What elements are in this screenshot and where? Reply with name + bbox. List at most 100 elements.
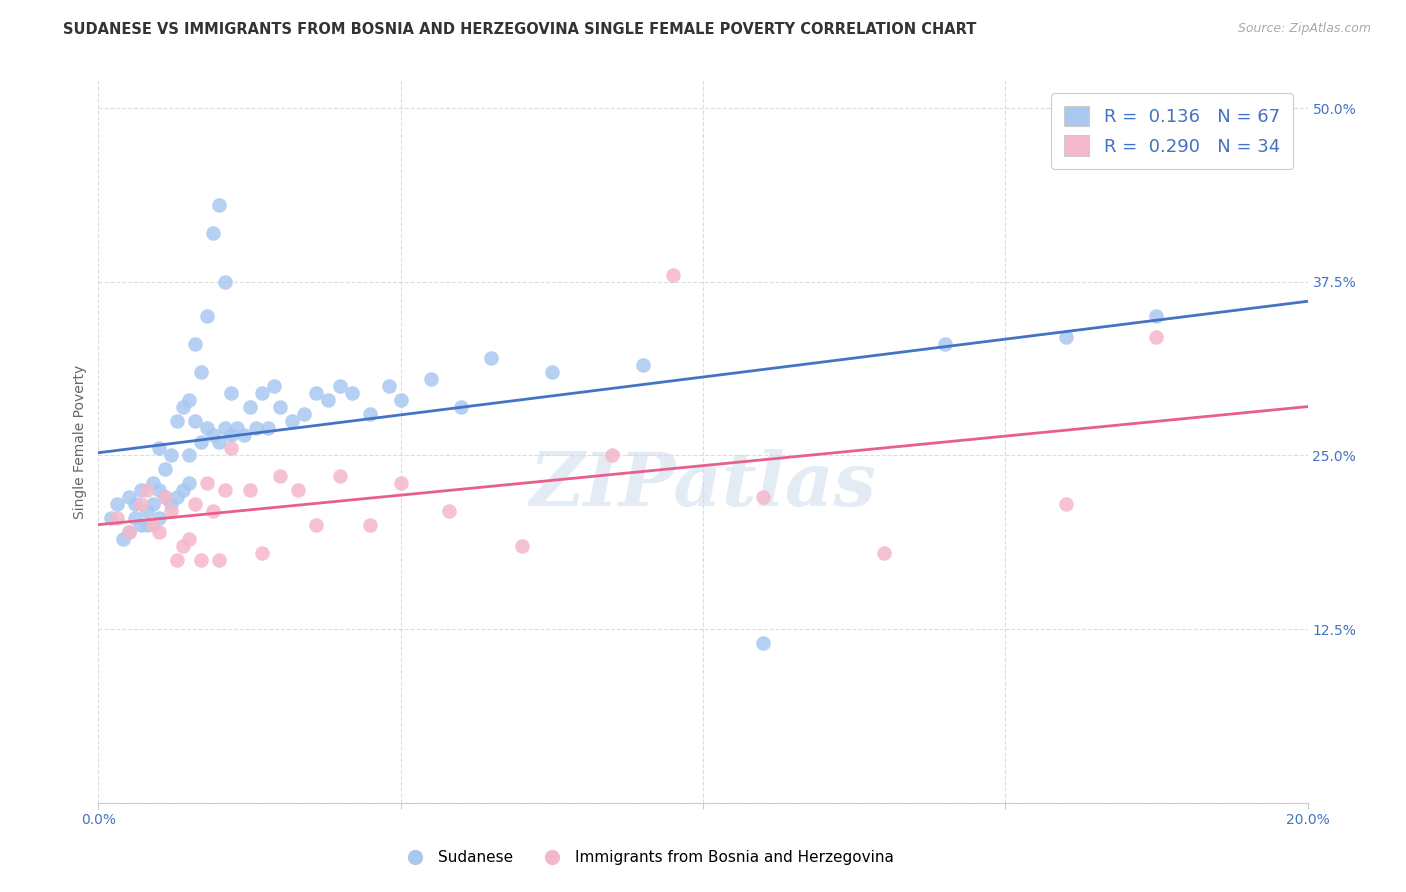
- Point: [166, 490, 188, 504]
- Point: [360, 407, 382, 421]
- Point: [118, 524, 141, 539]
- Point: [172, 400, 194, 414]
- Point: [239, 483, 262, 498]
- Point: [256, 420, 278, 434]
- Point: [148, 511, 170, 525]
- Point: [179, 532, 201, 546]
- Point: [1054, 330, 1077, 344]
- Point: [148, 442, 170, 456]
- Point: [245, 420, 267, 434]
- Point: [329, 379, 352, 393]
- Point: [135, 517, 157, 532]
- Point: [142, 517, 165, 532]
- Point: [752, 636, 775, 650]
- Point: [602, 449, 624, 463]
- Point: [226, 420, 249, 434]
- Point: [214, 275, 236, 289]
- Point: [305, 385, 328, 400]
- Point: [184, 414, 207, 428]
- Point: [202, 427, 225, 442]
- Point: [142, 476, 165, 491]
- Point: [105, 511, 128, 525]
- Point: [129, 497, 152, 511]
- Point: [179, 392, 201, 407]
- Text: SUDANESE VS IMMIGRANTS FROM BOSNIA AND HERZEGOVINA SINGLE FEMALE POVERTY CORRELA: SUDANESE VS IMMIGRANTS FROM BOSNIA AND H…: [63, 22, 977, 37]
- Point: [329, 469, 352, 483]
- Point: [190, 552, 212, 566]
- Point: [148, 524, 170, 539]
- Point: [342, 385, 364, 400]
- Point: [208, 552, 231, 566]
- Point: [1144, 310, 1167, 324]
- Point: [179, 476, 201, 491]
- Point: [190, 365, 212, 379]
- Point: [221, 385, 243, 400]
- Point: [105, 497, 128, 511]
- Point: [160, 504, 183, 518]
- Point: [166, 552, 188, 566]
- Point: [195, 310, 218, 324]
- Point: [250, 385, 273, 400]
- Point: [195, 420, 218, 434]
- Point: [129, 517, 152, 532]
- Point: [360, 517, 382, 532]
- Point: [377, 379, 399, 393]
- Point: [437, 504, 460, 518]
- Point: [111, 532, 134, 546]
- Point: [389, 476, 412, 491]
- Point: [118, 524, 141, 539]
- Legend: Sudanese, Immigrants from Bosnia and Herzegovina: Sudanese, Immigrants from Bosnia and Her…: [394, 844, 900, 871]
- Point: [232, 427, 254, 442]
- Text: ZIPatlas: ZIPatlas: [530, 449, 876, 521]
- Point: [208, 434, 231, 449]
- Point: [250, 546, 273, 560]
- Point: [208, 198, 231, 212]
- Point: [510, 539, 533, 553]
- Point: [202, 226, 225, 240]
- Point: [160, 497, 183, 511]
- Point: [221, 427, 243, 442]
- Point: [263, 379, 285, 393]
- Point: [420, 372, 443, 386]
- Point: [221, 442, 243, 456]
- Point: [190, 434, 212, 449]
- Point: [540, 365, 562, 379]
- Point: [179, 449, 201, 463]
- Point: [172, 539, 194, 553]
- Point: [100, 511, 122, 525]
- Point: [269, 469, 291, 483]
- Point: [450, 400, 472, 414]
- Point: [281, 414, 304, 428]
- Point: [631, 358, 654, 372]
- Point: [752, 490, 775, 504]
- Point: [166, 414, 188, 428]
- Point: [172, 483, 194, 498]
- Point: [184, 497, 207, 511]
- Point: [239, 400, 262, 414]
- Point: [129, 483, 152, 498]
- Point: [124, 511, 146, 525]
- Point: [1054, 497, 1077, 511]
- Point: [184, 337, 207, 351]
- Point: [135, 504, 157, 518]
- Legend: R =  0.136   N = 67, R =  0.290   N = 34: R = 0.136 N = 67, R = 0.290 N = 34: [1052, 93, 1292, 169]
- Point: [153, 490, 176, 504]
- Point: [135, 483, 157, 498]
- Point: [1144, 330, 1167, 344]
- Point: [481, 351, 503, 366]
- Point: [118, 490, 141, 504]
- Point: [661, 268, 683, 282]
- Point: [153, 462, 176, 476]
- Point: [202, 504, 225, 518]
- Point: [148, 483, 170, 498]
- Point: [195, 476, 218, 491]
- Point: [269, 400, 291, 414]
- Point: [305, 517, 328, 532]
- Point: [316, 392, 339, 407]
- Text: Source: ZipAtlas.com: Source: ZipAtlas.com: [1237, 22, 1371, 36]
- Y-axis label: Single Female Poverty: Single Female Poverty: [73, 365, 87, 518]
- Point: [287, 483, 309, 498]
- Point: [124, 497, 146, 511]
- Point: [214, 420, 236, 434]
- Point: [873, 546, 896, 560]
